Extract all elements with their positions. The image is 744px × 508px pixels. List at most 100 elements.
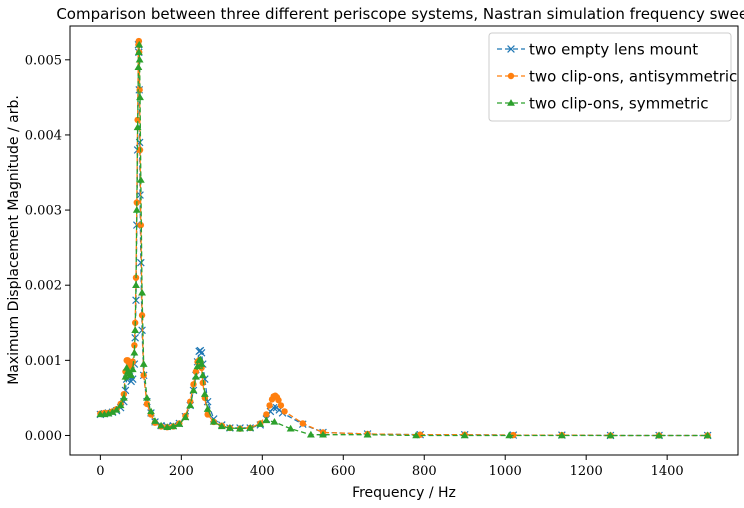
y-tick-label: 0.004 xyxy=(25,128,62,143)
x-tick-label: 1000 xyxy=(489,464,522,479)
data-point xyxy=(266,402,273,409)
y-tick-label: 0.001 xyxy=(25,354,62,369)
x-tick-label: 800 xyxy=(412,464,437,479)
legend-item: two empty lens mount xyxy=(497,41,698,59)
data-point xyxy=(236,424,244,432)
data-point xyxy=(256,420,265,427)
data-point xyxy=(299,420,306,427)
data-point xyxy=(209,418,218,425)
data-point xyxy=(246,424,255,431)
chart-title: Comparison between three different peris… xyxy=(56,5,744,23)
data-point xyxy=(140,372,147,379)
x-axis-label: Frequency / Hz xyxy=(352,485,456,501)
legend-box xyxy=(488,32,732,122)
data-point xyxy=(203,405,212,412)
legend-label: two clip-ons, symmetric xyxy=(529,95,709,113)
y-tick-label: 0.003 xyxy=(25,204,62,219)
legend-label: two clip-ons, antisymmetric xyxy=(529,68,737,86)
y-tick-label: 0.005 xyxy=(25,53,62,68)
data-point xyxy=(197,348,206,357)
data-point xyxy=(507,99,515,106)
y-axis-ticks: 0.000 0.001 0.002 0.003 0.004 0.005 xyxy=(25,53,70,444)
data-point xyxy=(130,348,139,356)
data-point xyxy=(127,371,136,379)
data-point xyxy=(557,431,566,439)
data-point xyxy=(262,416,271,424)
data-point xyxy=(143,400,151,408)
data-point xyxy=(181,413,190,421)
data-point xyxy=(169,422,178,430)
data-point xyxy=(138,288,146,296)
data-point xyxy=(163,423,172,430)
data-point xyxy=(286,424,295,432)
data-point xyxy=(143,393,151,401)
data-point xyxy=(191,372,200,380)
x-axis-ticks: 0 200 400 600 800 1000 1200 1400 xyxy=(96,455,684,479)
data-point xyxy=(217,422,226,430)
data-point xyxy=(116,401,125,409)
data-point xyxy=(306,430,315,438)
legend-label: two empty lens mount xyxy=(529,41,698,59)
data-point xyxy=(460,431,469,439)
data-point xyxy=(198,371,207,379)
data-point xyxy=(263,411,270,418)
data-point xyxy=(129,358,136,366)
data-point xyxy=(175,420,184,427)
data-point xyxy=(137,221,145,229)
data-point xyxy=(186,401,195,409)
data-point xyxy=(226,424,234,431)
x-tick-label: 1400 xyxy=(651,464,684,479)
x-tick-label: 400 xyxy=(250,464,275,479)
data-point xyxy=(134,48,143,56)
data-point xyxy=(119,393,128,401)
data-point xyxy=(138,312,146,319)
data-point xyxy=(147,407,155,415)
data-point xyxy=(137,258,145,267)
data-point xyxy=(319,430,327,438)
data-point xyxy=(270,418,279,425)
data-point xyxy=(277,402,285,409)
data-point xyxy=(136,93,144,101)
y-tick-label: 0.002 xyxy=(25,279,62,294)
data-point xyxy=(151,417,159,424)
data-point xyxy=(655,431,663,439)
data-point xyxy=(133,123,142,131)
data-point xyxy=(134,63,143,71)
data-point xyxy=(275,396,282,404)
data-point xyxy=(606,431,615,439)
data-point xyxy=(363,430,372,438)
data-point xyxy=(703,431,712,439)
y-tick-label: 0.000 xyxy=(25,429,62,444)
x-tick-label: 1200 xyxy=(570,464,603,479)
series-3 xyxy=(96,40,712,439)
data-point xyxy=(132,206,141,213)
data-point xyxy=(135,55,144,63)
data-point xyxy=(196,355,205,363)
data-point xyxy=(412,431,421,439)
data-point xyxy=(507,72,515,80)
data-point xyxy=(200,390,209,397)
legend: two empty lens mount two clip-ons, antisy… xyxy=(488,32,737,122)
data-point xyxy=(131,326,140,334)
data-point xyxy=(128,365,137,373)
legend-item: two clip-ons, antisymmetric xyxy=(497,68,737,86)
y-axis-label: Maximum Displacement Magnitude / arb. xyxy=(6,95,22,385)
data-point xyxy=(108,408,117,415)
data-point xyxy=(134,116,141,124)
data-point xyxy=(281,408,288,415)
x-tick-label: 0 xyxy=(96,464,104,479)
data-point xyxy=(507,45,515,53)
data-point xyxy=(139,360,148,367)
data-point xyxy=(196,346,205,355)
data-point xyxy=(189,386,198,394)
data-point xyxy=(132,281,140,288)
data-point xyxy=(136,176,145,183)
data-point xyxy=(193,362,202,370)
plot-frame xyxy=(69,25,739,456)
x-tick-label: 200 xyxy=(169,464,194,479)
legend-item: two clip-ons, symmetric xyxy=(497,95,709,113)
x-tick-label: 600 xyxy=(331,464,356,479)
data-point xyxy=(157,421,166,429)
data-point xyxy=(197,360,206,367)
